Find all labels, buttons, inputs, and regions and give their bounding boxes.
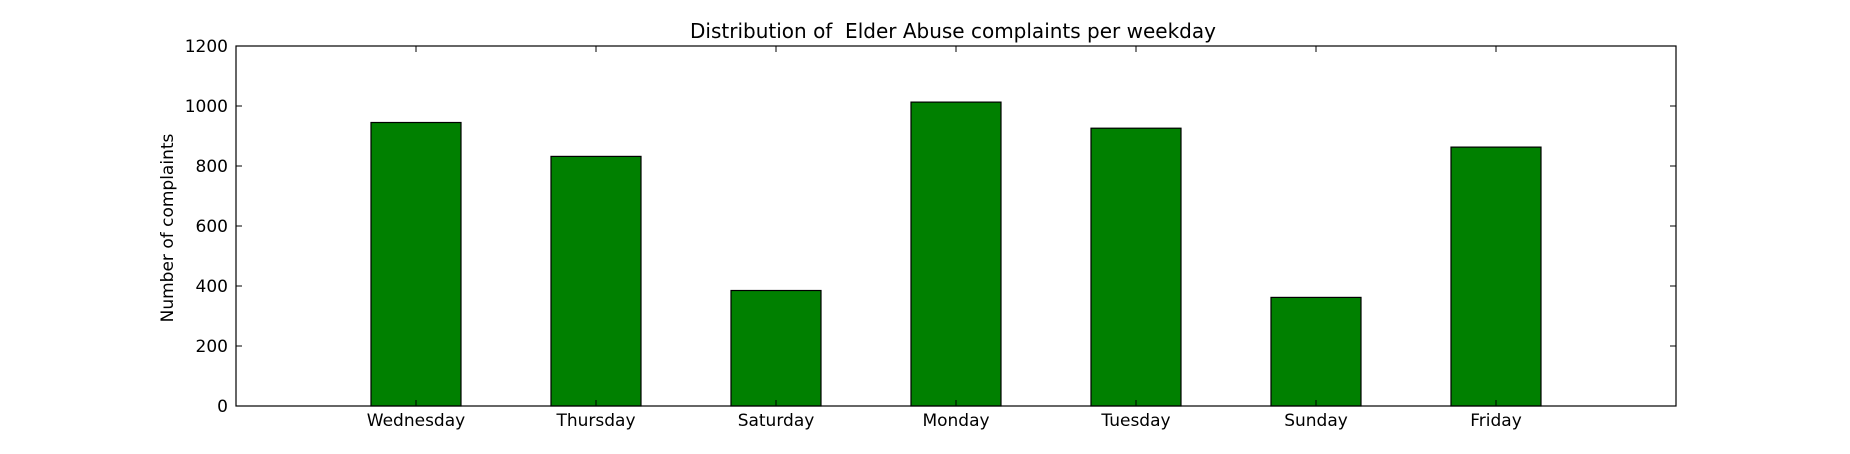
x-tick-label: Saturday xyxy=(738,411,815,431)
bar-sunday xyxy=(1270,296,1362,407)
y-tick-label: 600 xyxy=(196,217,228,237)
bar-friday xyxy=(1450,146,1542,407)
x-tick-label: Sunday xyxy=(1284,411,1348,431)
x-tick-label: Wednesday xyxy=(367,411,465,431)
y-tick-label: 1200 xyxy=(185,37,228,57)
bars-layer xyxy=(370,101,1542,407)
x-tick-label: Thursday xyxy=(555,411,635,431)
bar-saturday xyxy=(730,289,822,407)
chart-title: Distribution of Elder Abuse complaints p… xyxy=(690,19,1216,43)
y-axis-label: Number of complaints xyxy=(158,133,178,322)
x-tick-label: Tuesday xyxy=(1100,411,1170,431)
bar-tuesday xyxy=(1090,127,1182,407)
y-tick-label: 200 xyxy=(196,337,228,357)
y-tick-label: 800 xyxy=(196,157,228,177)
plot-area-frame xyxy=(235,45,1677,407)
bar-monday xyxy=(910,101,1002,407)
y-tick-label: 1000 xyxy=(185,97,228,117)
y-tick-label: 400 xyxy=(196,277,228,297)
bar-wednesday xyxy=(370,121,462,407)
bar-thursday xyxy=(550,155,642,407)
y-tick-label: 0 xyxy=(217,397,228,417)
x-tick-label: Friday xyxy=(1470,411,1522,431)
x-tick-label: Monday xyxy=(922,411,989,431)
ticks-layer: Wednesday Thursday Saturday Monday Tuesday Su… xyxy=(185,37,1676,431)
